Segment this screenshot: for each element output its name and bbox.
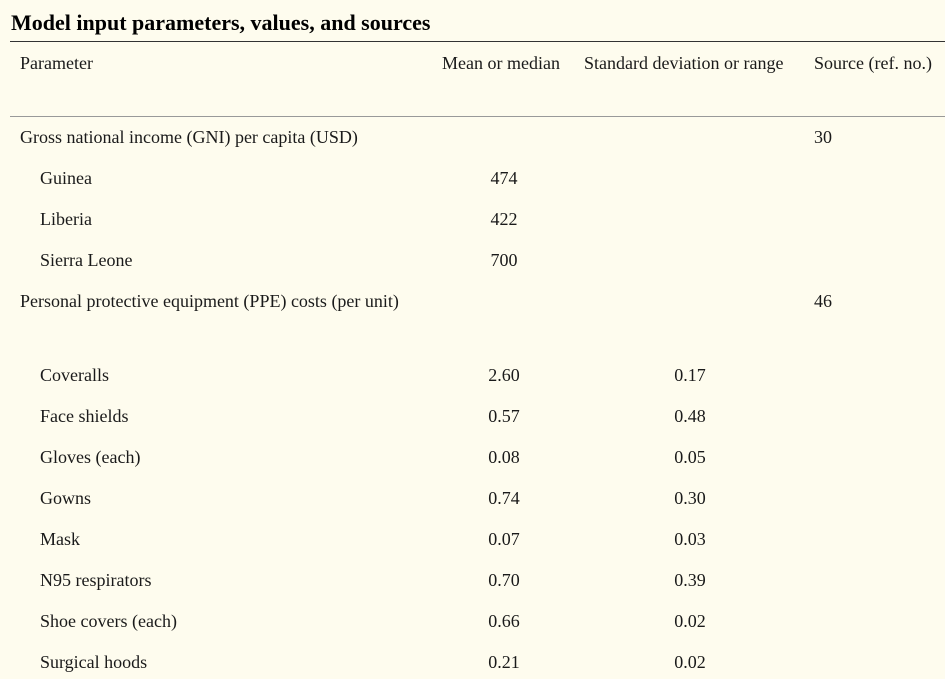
row-mean: 0.70 xyxy=(488,570,520,590)
row-sd: 0.39 xyxy=(674,570,706,590)
row-sd: 0.05 xyxy=(674,447,706,467)
row-mean: 0.21 xyxy=(488,652,520,672)
row-mean: 0.57 xyxy=(488,406,520,426)
row-source: 30 xyxy=(814,127,832,147)
row-label: N95 respirators xyxy=(40,570,152,590)
row-label: Gloves (each) xyxy=(40,447,141,467)
row-label: Sierra Leone xyxy=(40,250,133,270)
row-mean: 0.74 xyxy=(488,488,520,508)
row-label: Face shields xyxy=(40,406,129,426)
row-label: Guinea xyxy=(40,168,92,188)
row-label: Shoe covers (each) xyxy=(40,611,177,631)
row-label: Surgical hoods xyxy=(40,652,148,672)
header-mean: Mean or median xyxy=(442,53,560,73)
row-mean: 474 xyxy=(490,168,518,188)
table-title: Model input parameters, values, and sour… xyxy=(11,10,431,35)
top-rule xyxy=(10,41,945,42)
row-label-group: Gross national income (GNI) per capita (… xyxy=(20,127,358,147)
row-mean: 700 xyxy=(490,250,518,270)
row-sd: 0.02 xyxy=(674,611,706,631)
row-label: Coveralls xyxy=(40,365,109,385)
row-label: Mask xyxy=(40,529,80,549)
row-sd: 0.48 xyxy=(674,406,706,426)
row-label: Liberia xyxy=(40,209,92,229)
row-mean: 0.07 xyxy=(488,529,520,549)
row-mean: 2.60 xyxy=(488,365,520,385)
header-sd: Standard deviation or range xyxy=(584,53,784,73)
row-sd: 0.02 xyxy=(674,652,706,672)
row-label: Gowns xyxy=(40,488,92,508)
header-rule xyxy=(10,116,945,117)
row-label-group: Personal protective equipment (PPE) cost… xyxy=(20,291,399,311)
header-source: Source (ref. no.) xyxy=(814,53,932,73)
row-sd: 0.17 xyxy=(674,365,706,385)
row-sd: 0.30 xyxy=(674,488,706,508)
row-sd: 0.03 xyxy=(674,529,706,549)
row-mean: 422 xyxy=(490,209,518,229)
row-mean: 0.08 xyxy=(488,447,520,467)
row-source: 46 xyxy=(814,291,832,311)
header-parameter: Parameter xyxy=(20,53,93,73)
row-mean: 0.66 xyxy=(488,611,520,631)
